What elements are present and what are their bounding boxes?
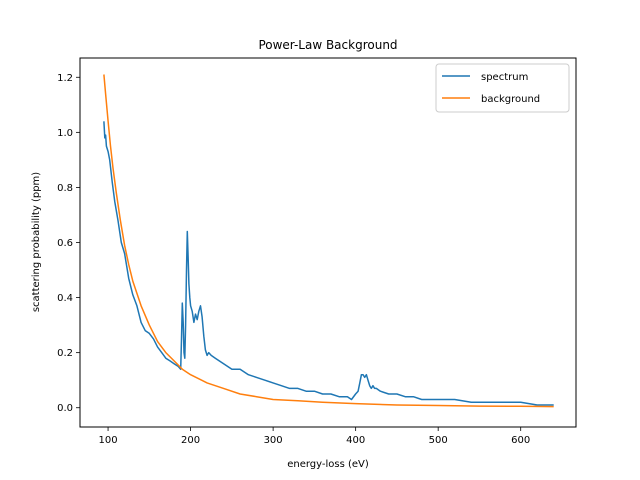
series-layer: [103, 74, 554, 408]
legend: spectrum background: [435, 63, 570, 113]
y-axis-label: scattering probability (ppm): [31, 172, 42, 312]
x-tick-label: 300: [264, 435, 283, 446]
y-tick-label: 0.6: [57, 238, 73, 249]
x-tick-label: 600: [511, 435, 530, 446]
y-tick-label: 1.2: [57, 73, 73, 84]
legend-label-spectrum: spectrum: [481, 72, 528, 83]
y-tick-label: 0.0: [57, 403, 73, 414]
y-axis-ticks: 0.0 0.2 0.4 0.6 0.8 1.0 1.2: [57, 73, 80, 414]
y-tick-label: 1.0: [57, 128, 73, 139]
x-tick-label: 200: [181, 435, 200, 446]
y-tick-label: 0.2: [57, 348, 73, 359]
x-tick-label: 400: [346, 435, 365, 446]
y-tick-label: 0.4: [57, 293, 73, 304]
legend-label-background: background: [481, 94, 540, 105]
series-line-spectrum: [103, 121, 554, 406]
x-axis-label: energy-loss (eV): [287, 459, 369, 470]
x-tick-label: 100: [99, 435, 118, 446]
y-tick-label: 0.8: [57, 183, 73, 194]
x-tick-label: 500: [429, 435, 448, 446]
series-line-background: [103, 74, 554, 408]
x-axis-ticks: 100 200 300 400 500 600: [99, 427, 530, 446]
chart-title: Power-Law Background: [258, 38, 397, 52]
